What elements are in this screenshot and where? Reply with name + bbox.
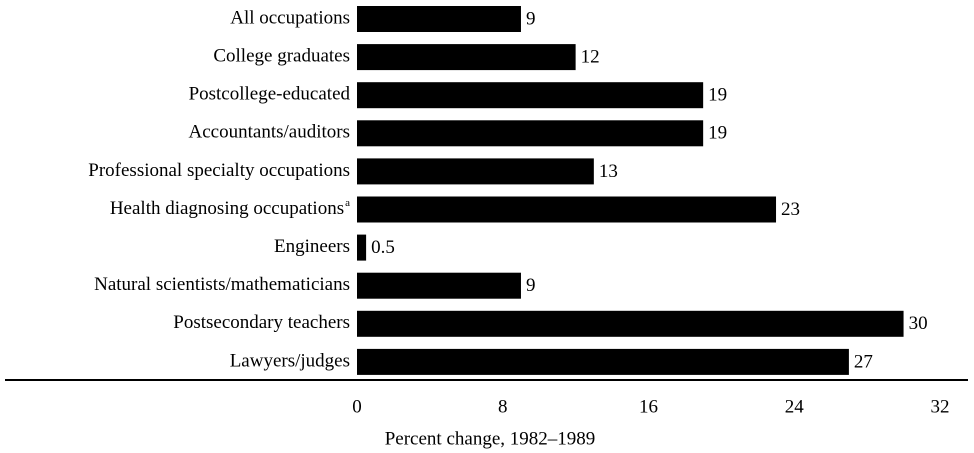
value-label: 19: [708, 85, 727, 106]
value-label: 13: [599, 161, 618, 182]
y-tick-label: Health diagnosing occupations: [110, 198, 344, 219]
y-tick-label: Engineers: [274, 236, 350, 257]
y-tick-label: Postcollege-educated: [189, 84, 351, 105]
x-tick-label: 24: [785, 396, 805, 417]
bar: [357, 234, 367, 261]
y-tick-label: Accountants/auditors: [189, 122, 350, 143]
value-label: 9: [526, 8, 536, 29]
value-label: 0.5: [371, 237, 395, 258]
value-label: 23: [781, 199, 800, 220]
bar: [357, 82, 704, 109]
x-axis-title: Percent change, 1982–1989: [385, 428, 596, 449]
bar: [357, 120, 704, 147]
bar: [357, 158, 594, 185]
bar: [357, 196, 777, 223]
value-label: 30: [909, 313, 928, 334]
y-tick-label: All occupations: [230, 7, 350, 28]
bar: [357, 310, 904, 337]
bar: [357, 6, 521, 32]
bar: [357, 44, 576, 71]
value-label: 27: [854, 351, 873, 372]
y-tick-label: Postsecondary teachers: [173, 312, 350, 333]
bar: [357, 348, 849, 375]
value-label: 9: [526, 275, 536, 296]
category-footnote-mark: a: [345, 197, 350, 209]
x-tick-label: 32: [931, 396, 950, 417]
value-label: 19: [708, 123, 727, 144]
y-tick-label: Natural scientists/mathematicians: [94, 274, 350, 295]
x-tick-label: 16: [639, 396, 658, 417]
bar: [357, 272, 521, 299]
x-tick-label: 8: [498, 396, 508, 417]
value-label: 12: [581, 46, 600, 67]
x-tick-label: 0: [352, 396, 362, 417]
y-tick-label: College graduates: [213, 45, 350, 66]
y-tick-label: Professional specialty occupations: [88, 160, 350, 181]
y-tick-label: Lawyers/judges: [230, 350, 350, 371]
